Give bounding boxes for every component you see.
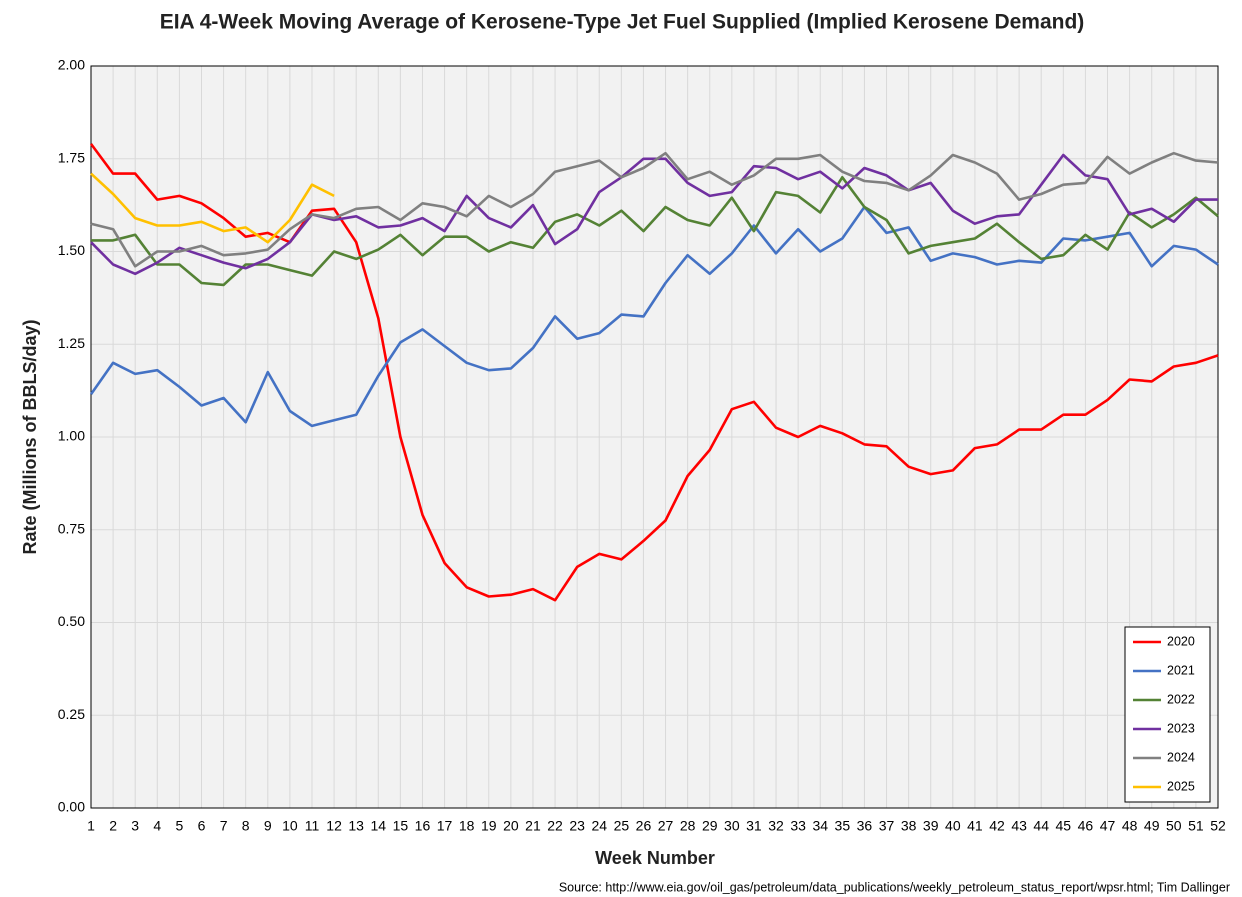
legend-label: 2020 [1167, 634, 1195, 648]
y-tick-label: 1.00 [58, 428, 85, 444]
y-tick-label: 0.50 [58, 613, 85, 629]
x-tick-label: 16 [415, 818, 431, 834]
x-tick-label: 23 [569, 818, 585, 834]
x-tick-label: 52 [1210, 818, 1226, 834]
series-line [89, 205, 1219, 428]
x-axis-title: Week Number [595, 848, 715, 868]
x-tick-label: 13 [348, 818, 364, 834]
x-tick-label: 7 [220, 818, 228, 834]
x-tick-label: 8 [242, 818, 250, 834]
legend-box [1124, 626, 1211, 803]
x-tick-label: 25 [614, 818, 630, 834]
x-tick-label: 9 [264, 818, 272, 834]
y-tick-label: 1.25 [58, 335, 85, 351]
x-tick-label: 37 [879, 818, 895, 834]
x-tick-label: 2 [109, 818, 117, 834]
x-tick-label: 38 [901, 818, 917, 834]
x-tick-label: 41 [967, 818, 983, 834]
chart-title: EIA 4-Week Moving Average of Kerosene-Ty… [160, 11, 1085, 34]
x-tick-label: 47 [1100, 818, 1116, 834]
series-line [91, 176, 1219, 287]
legend-label: 2023 [1167, 721, 1195, 735]
x-tick-label: 14 [370, 818, 386, 834]
x-tick-label: 40 [945, 818, 961, 834]
y-tick-label: 0.00 [58, 799, 85, 815]
series-line [90, 172, 335, 244]
x-tick-label: 35 [835, 818, 851, 834]
x-tick-label: 30 [724, 818, 740, 834]
x-tick-label: 20 [503, 818, 519, 834]
series-line [90, 151, 1219, 268]
y-tick-label: 0.75 [58, 520, 85, 536]
x-tick-label: 27 [658, 818, 674, 834]
x-tick-label: 3 [131, 818, 139, 834]
legend-label: 2021 [1167, 663, 1195, 677]
x-tick-label: 42 [989, 818, 1005, 834]
x-tick-label: 24 [591, 818, 607, 834]
x-tick-label: 11 [305, 818, 320, 834]
x-tick-label: 17 [437, 818, 453, 834]
x-tick-label: 51 [1188, 818, 1204, 834]
x-tick-label: 48 [1122, 818, 1138, 834]
x-tick-label: 33 [790, 818, 806, 834]
x-tick-label: 49 [1144, 818, 1160, 834]
legend-label: 2024 [1167, 750, 1195, 764]
x-tick-label: 21 [525, 818, 541, 834]
x-tick-label: 12 [326, 818, 342, 834]
legend-label: 2022 [1167, 692, 1195, 706]
x-tick-label: 43 [1011, 818, 1027, 834]
series-line [90, 153, 1218, 276]
y-tick-label: 2.00 [58, 57, 85, 73]
x-tick-label: 1 [87, 818, 95, 834]
y-tick-label: 0.25 [58, 706, 85, 722]
x-tick-label: 10 [282, 818, 298, 834]
series-line [89, 143, 1219, 602]
source-note: Source: http://www.eia.gov/oil_gas/petro… [559, 880, 1230, 894]
x-tick-label: 34 [812, 818, 828, 834]
x-tick-label: 28 [680, 818, 696, 834]
x-tick-label: 32 [768, 818, 784, 834]
y-tick-label: 1.75 [58, 149, 85, 165]
y-axis-title: Rate (Millions of BBLS/day) [20, 319, 40, 554]
x-tick-label: 45 [1056, 818, 1072, 834]
x-tick-label: 39 [923, 818, 939, 834]
x-tick-label: 5 [175, 818, 183, 834]
legend: 2020 2021 2022 2023 2024 2025 [1124, 626, 1211, 803]
x-tick-label: 22 [547, 818, 563, 834]
plot-border [90, 65, 1219, 809]
x-tick-label: 19 [481, 818, 497, 834]
x-tick-label: 31 [746, 818, 762, 834]
x-tick-label: 26 [636, 818, 652, 834]
legend-label: 2025 [1167, 779, 1195, 793]
x-tick-label: 36 [857, 818, 873, 834]
x-tick-label: 15 [393, 818, 409, 834]
x-tick-label: 44 [1033, 818, 1049, 834]
x-tick-label: 50 [1166, 818, 1182, 834]
y-tick-label: 1.50 [58, 242, 85, 258]
x-tick-label: 6 [198, 818, 206, 834]
x-tick-label: 18 [459, 818, 475, 834]
x-tick-label: 46 [1078, 818, 1094, 834]
x-tick-label: 29 [702, 818, 718, 834]
x-tick-label: 4 [153, 818, 161, 834]
